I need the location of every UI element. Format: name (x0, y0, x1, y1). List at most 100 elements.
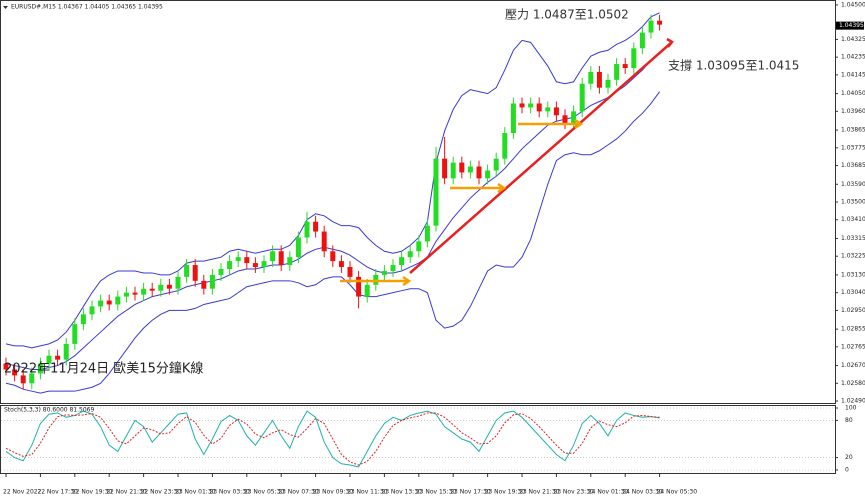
y-tick-label: 0 (845, 467, 849, 474)
y-tick-label: 1.03225 (841, 253, 865, 260)
candle-body (261, 261, 267, 268)
candle-body (459, 162, 465, 173)
x-tick-label: 22 Nov 17:30 (37, 489, 78, 496)
x-tick-label: 23 Nov 17:30 (450, 489, 491, 496)
candle-body (321, 231, 327, 252)
candle-body (20, 375, 26, 384)
y-tick-label: 1.02855 (841, 326, 865, 333)
x-tick-label: 23 Nov 23:30 (553, 489, 594, 496)
annotation: 支撐 1.03095至1.0415 (668, 59, 799, 73)
annotation: 壓力 1.0487至1.0502 (505, 8, 629, 22)
candle-body (571, 111, 577, 124)
candle-body (485, 170, 491, 179)
candle-body (605, 79, 611, 88)
y-tick-label: 1.04325 (841, 36, 865, 43)
candle-body (493, 158, 499, 171)
stoch-k (5, 410, 660, 468)
candle-body (450, 162, 456, 179)
y-tick-label: 20 (845, 454, 853, 461)
candle-body (12, 369, 18, 376)
y-tick-label: 1.02950 (841, 307, 865, 314)
candle-body (433, 158, 439, 226)
candle-body (313, 221, 319, 232)
candle-body (158, 284, 164, 291)
candle-body (192, 265, 198, 281)
candle-body (235, 257, 241, 262)
x-tick-label: 22 Nov 2022 (3, 489, 42, 496)
candle-body (166, 284, 172, 289)
x-tick-label: 23 Nov 09:30 (313, 489, 354, 496)
x-tick-label: 23 Nov 11:30 (347, 489, 388, 496)
x-tick-label: 23 Nov 03:30 (209, 489, 250, 496)
stoch-frame (0, 405, 836, 474)
candle-body (562, 115, 568, 124)
x-tick-label: 22 Nov 23:30 (141, 489, 182, 496)
candle-body (390, 265, 396, 271)
candle-body (553, 107, 559, 116)
y-tick-label: 80 (845, 417, 853, 424)
y-tick-label: 1.03775 (841, 144, 865, 151)
candle-body (545, 107, 551, 112)
x-tick-label: 23 Nov 05:30 (244, 489, 285, 496)
candle-body (639, 32, 645, 49)
candle-body (89, 306, 95, 315)
arrow-head (497, 182, 507, 194)
candle-body (175, 276, 181, 289)
candle-body (55, 355, 61, 360)
candle-body (278, 251, 284, 266)
candle-body (536, 103, 542, 112)
x-tick-label: 24 Nov 01:30 (588, 489, 629, 496)
candle-body (37, 363, 43, 374)
candle-body (106, 300, 112, 305)
trend-arrow (666, 37, 674, 48)
candle-body (510, 103, 516, 134)
x-tick-label: 24 Nov 05:30 (657, 489, 698, 496)
y-tick-label: 1.02580 (841, 380, 865, 387)
candle-body (596, 71, 602, 88)
candle-body (364, 284, 370, 297)
candle-body (519, 103, 525, 108)
y-tick-label: 100 (845, 405, 857, 412)
candle-body (287, 257, 293, 266)
y-tick-label: 1.03590 (841, 181, 865, 188)
y-tick-label: 1.03410 (841, 216, 865, 223)
candle-body (72, 324, 78, 344)
x-tick-label: 22 Nov 19:30 (72, 489, 113, 496)
candle-body (270, 251, 276, 262)
x-tick-label: 23 Nov 01:30 (175, 489, 216, 496)
candle-body (80, 314, 86, 325)
arrow-head (402, 275, 412, 287)
y-tick-label: 1.04050 (841, 90, 865, 97)
candle-body (442, 158, 448, 179)
candle-body (399, 257, 405, 266)
candle-body (184, 265, 190, 277)
y-tick-label: 1.03315 (841, 235, 865, 242)
trend-line (409, 41, 673, 274)
x-tick-label: 23 Nov 15:30 (416, 489, 457, 496)
candle-body (201, 280, 207, 289)
candle-body (407, 251, 413, 258)
y-tick-label: 1.03685 (841, 162, 865, 169)
y-tick-label: 1.04145 (841, 71, 865, 78)
candle-body (63, 343, 69, 360)
chart-title: 2022年11月24日 歐美15分鐘K線 (4, 361, 203, 377)
candle-body (123, 292, 129, 297)
candle-body (614, 64, 620, 80)
price-marker-label: 1.04395 (839, 22, 864, 29)
y-tick-label: 1.02765 (841, 343, 865, 350)
y-tick-label: 1.04235 (841, 54, 865, 61)
menu-icon (3, 6, 8, 9)
arrow-head (574, 118, 584, 130)
candle-body (588, 71, 594, 84)
candle-body (416, 241, 422, 252)
candle-body (132, 292, 138, 295)
y-tick-label: 1.03040 (841, 289, 865, 296)
support-arrows (340, 118, 584, 287)
candle-body (46, 355, 52, 364)
candle-body (381, 270, 387, 275)
candle-body (295, 237, 301, 258)
y-tick-label: 1.03960 (841, 108, 865, 115)
